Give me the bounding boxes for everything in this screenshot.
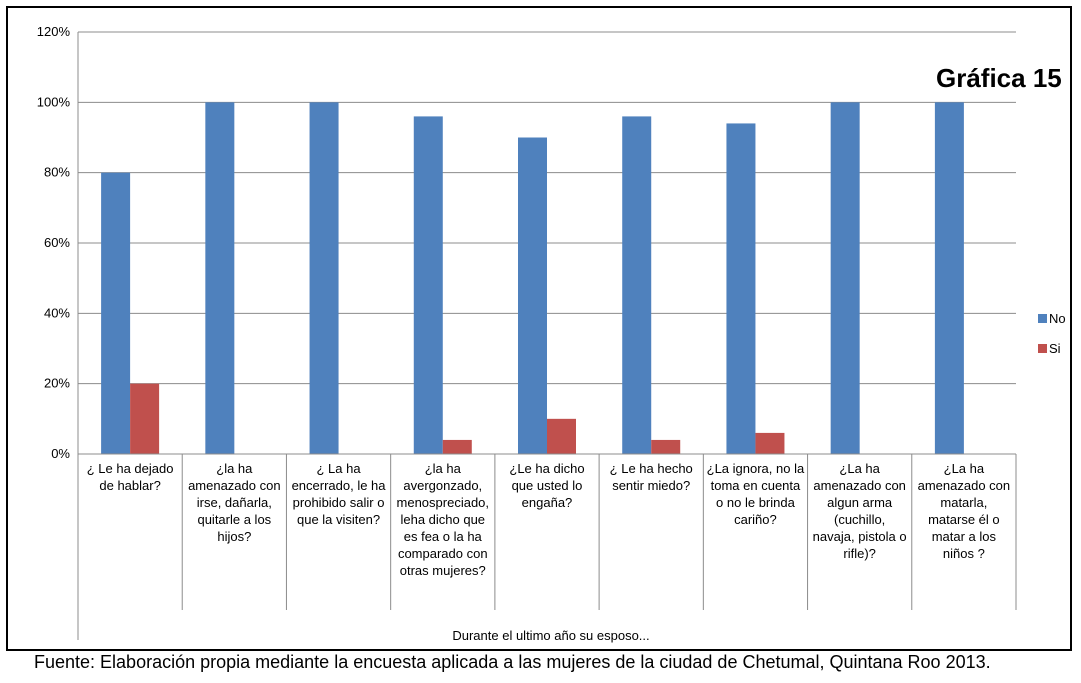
bar-no — [622, 116, 652, 455]
source-caption: Fuente: Elaboración propia mediante la e… — [34, 652, 991, 672]
category-label: ¿Le ha dicho que usted lo engaña? — [509, 461, 585, 510]
category-label: ¿ La ha encerrado, le ha prohibido salir… — [291, 461, 386, 527]
bar-si — [755, 432, 785, 454]
legend-swatch — [1038, 314, 1047, 323]
chart-title: Gráfica 15 — [936, 63, 1062, 93]
bar-no — [726, 123, 756, 454]
bar-si — [651, 439, 681, 454]
legend-label: Si — [1049, 341, 1061, 356]
category-label: ¿la ha amenazado con irse, dañarla, quit… — [188, 461, 281, 544]
bar-no — [205, 102, 235, 454]
bar-no — [101, 172, 131, 454]
category-label: ¿ Le ha hecho sentir miedo? — [609, 461, 693, 493]
y-tick-label: 0% — [51, 446, 70, 461]
chart-frame: 0% 20% 40% 60% 80% 100% 120% Gráfica 15 No Si ¿… — [6, 6, 1072, 651]
y-tick-label: 60% — [44, 235, 70, 250]
y-tick-label: 120% — [37, 24, 71, 39]
bar-chart: 0% 20% 40% 60% 80% 100% 120% Gráfica 15 No Si — [37, 24, 1066, 640]
legend-swatch — [1038, 344, 1047, 353]
category-label: ¿La ha amenazado con matarla, matarse él… — [917, 461, 1011, 561]
y-tick-label: 100% — [37, 94, 71, 109]
category-label: ¿ Le ha dejado de hablar? — [86, 461, 174, 493]
x-axis-label: Durante el ultimo año su esposo... — [452, 628, 650, 643]
category-label: ¿La ha amenazado con algun arma (cuchill… — [812, 461, 907, 561]
legend-label: No — [1049, 311, 1066, 326]
y-tick-label: 40% — [44, 305, 70, 320]
y-tick-label: 20% — [44, 376, 70, 391]
y-tick-label: 80% — [44, 165, 70, 180]
bar-si — [442, 439, 472, 454]
category-label: ¿La ignora, no la toma en cuenta o no le… — [706, 461, 805, 527]
bar-no — [413, 116, 443, 455]
bar-si — [547, 418, 576, 454]
category-label: ¿la ha avergonzado, menospreciado, leha … — [396, 461, 490, 578]
bar-no — [309, 102, 339, 454]
bar-no — [830, 102, 860, 454]
bar-no — [518, 137, 547, 454]
bar-si — [130, 383, 160, 454]
bar-no — [934, 102, 964, 454]
